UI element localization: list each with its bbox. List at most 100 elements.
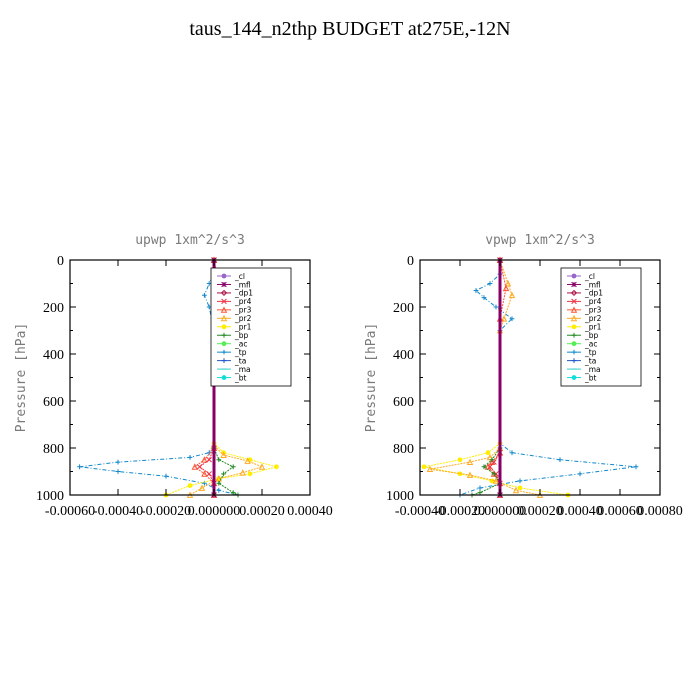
chart-title: taus_144_n2thp BUDGET at275E,-12N — [189, 18, 511, 40]
legend-marker — [570, 306, 578, 313]
legend-marker — [221, 349, 227, 355]
x-tick-label: 0.00020 — [239, 504, 285, 519]
legend: _cl_mfl_dp1_pr4_pr3_pr2_pr1_bp_ac_tp_ta_… — [210, 267, 292, 387]
y-tick-label: 800 — [43, 442, 64, 457]
chart-panel-2: vpwp 1xm^2/s^3 Pressure [hPa] 0 200 400 600 80… — [364, 233, 683, 519]
data-point-tp — [202, 292, 207, 298]
legend-marker — [571, 349, 577, 355]
y-tick-label: 1000 — [386, 489, 414, 504]
legend-label: _tp — [234, 348, 247, 357]
legend-label: _tp — [584, 348, 597, 357]
legend-label: _dp1 — [584, 289, 603, 298]
data-point-pr2 — [492, 477, 500, 484]
legend-label: _pr3 — [584, 306, 602, 315]
data-point-pr4 — [487, 464, 493, 470]
legend-label: _pr4 — [234, 297, 252, 306]
legend-marker — [571, 358, 577, 364]
data-point-pr2 — [426, 465, 434, 473]
legend-marker — [221, 298, 227, 305]
x-tick-label: -0.00060 — [45, 504, 95, 519]
data-point-tp — [577, 471, 583, 477]
data-point-pr3 — [502, 284, 510, 292]
x-tick-label: 0.00040 — [287, 504, 333, 519]
legend-label: _ac — [234, 339, 247, 348]
data-point-pr4 — [206, 471, 212, 477]
legend-marker — [571, 341, 577, 347]
series-line-pr2 — [429, 259, 541, 496]
legend-label: _bt — [584, 373, 597, 382]
data-point-pr1 — [187, 483, 193, 488]
data-point-bp — [216, 480, 222, 486]
x-tick-label: 0.00060 — [597, 504, 643, 519]
panel-title: vpwp 1xm^2/s^3 — [485, 233, 595, 248]
legend-marker — [221, 332, 227, 338]
data-point-pr3 — [191, 463, 199, 470]
panel-title: upwp 1xm^2/s^3 — [135, 233, 245, 248]
data-point-tp — [557, 457, 563, 463]
data-point-pr1 — [485, 450, 491, 456]
data-point-tp — [473, 288, 479, 293]
data-point-pr2 — [220, 451, 227, 458]
y-tick-label: 600 — [393, 395, 414, 410]
data-point-bp — [230, 464, 236, 470]
y-tick-label: 600 — [43, 395, 64, 410]
data-point-pr1 — [457, 457, 463, 463]
data-point-pr2 — [504, 279, 512, 287]
legend-marker — [570, 289, 578, 297]
legend-label: _pr3 — [234, 306, 252, 315]
data-point-bp — [481, 464, 487, 470]
data-point-tp — [493, 304, 499, 310]
legend: _cl_mfl_dp1_pr4_pr3_pr2_pr1_bp_ac_tp_ta_… — [560, 267, 642, 387]
data-point-tp — [77, 464, 82, 470]
x-tick-label: -0.00020 — [141, 504, 191, 519]
y-axis-label: Pressure [hPa] — [364, 323, 379, 433]
legend-label: _pr1 — [584, 323, 602, 332]
y-tick-label: 400 — [43, 348, 64, 363]
x-tick-label: 0.000000 — [474, 504, 527, 519]
data-point-tp — [517, 478, 523, 484]
data-point-bp — [221, 471, 226, 477]
legend-label: _ac — [584, 339, 597, 348]
legend-label: _bp — [234, 331, 249, 340]
data-point-pr3 — [201, 456, 208, 463]
legend-label: _pr2 — [584, 314, 602, 323]
x-tick-label: -0.00040 — [93, 504, 143, 519]
y-tick-label: 200 — [43, 301, 64, 316]
data-point-pr4 — [196, 464, 203, 470]
data-point-pr2 — [508, 291, 516, 299]
legend-marker — [221, 324, 227, 330]
legend-marker — [571, 273, 577, 279]
legend-label: _ma — [234, 365, 251, 374]
legend-label: _pr2 — [234, 314, 252, 323]
legend-label: _mfl — [234, 280, 251, 289]
legend-marker — [220, 289, 228, 297]
series-line-pr1 — [165, 260, 279, 496]
data-point-bp — [216, 457, 222, 463]
legend-marker — [220, 306, 228, 313]
data-point-tp — [115, 459, 121, 465]
legend-label: _cl — [584, 272, 595, 281]
legend-label: _ta — [584, 356, 596, 365]
legend-label: _mfl — [584, 280, 601, 289]
data-point-bp — [230, 490, 236, 496]
series-line-pr3 — [193, 259, 222, 495]
data-point-pr2 — [239, 469, 247, 476]
legend-marker — [571, 332, 577, 338]
data-point-tp — [633, 464, 639, 470]
x-tick-label: 0.00020 — [517, 504, 563, 519]
legend-marker — [571, 298, 577, 305]
legend-label: _cl — [234, 272, 245, 281]
data-point-pr2 — [258, 463, 266, 470]
data-point-pr4 — [206, 456, 212, 463]
legend-marker — [221, 358, 227, 364]
y-tick-label: 200 — [393, 301, 414, 316]
legend-marker — [571, 375, 577, 380]
data-point-bp — [489, 457, 495, 463]
series-line-tp — [79, 260, 239, 496]
legend-label: _ta — [234, 356, 246, 365]
legend-label: _pr1 — [234, 323, 252, 332]
x-tick-label: 0.00080 — [637, 504, 683, 519]
data-point-pr2 — [244, 457, 251, 464]
legend-marker — [220, 314, 228, 322]
